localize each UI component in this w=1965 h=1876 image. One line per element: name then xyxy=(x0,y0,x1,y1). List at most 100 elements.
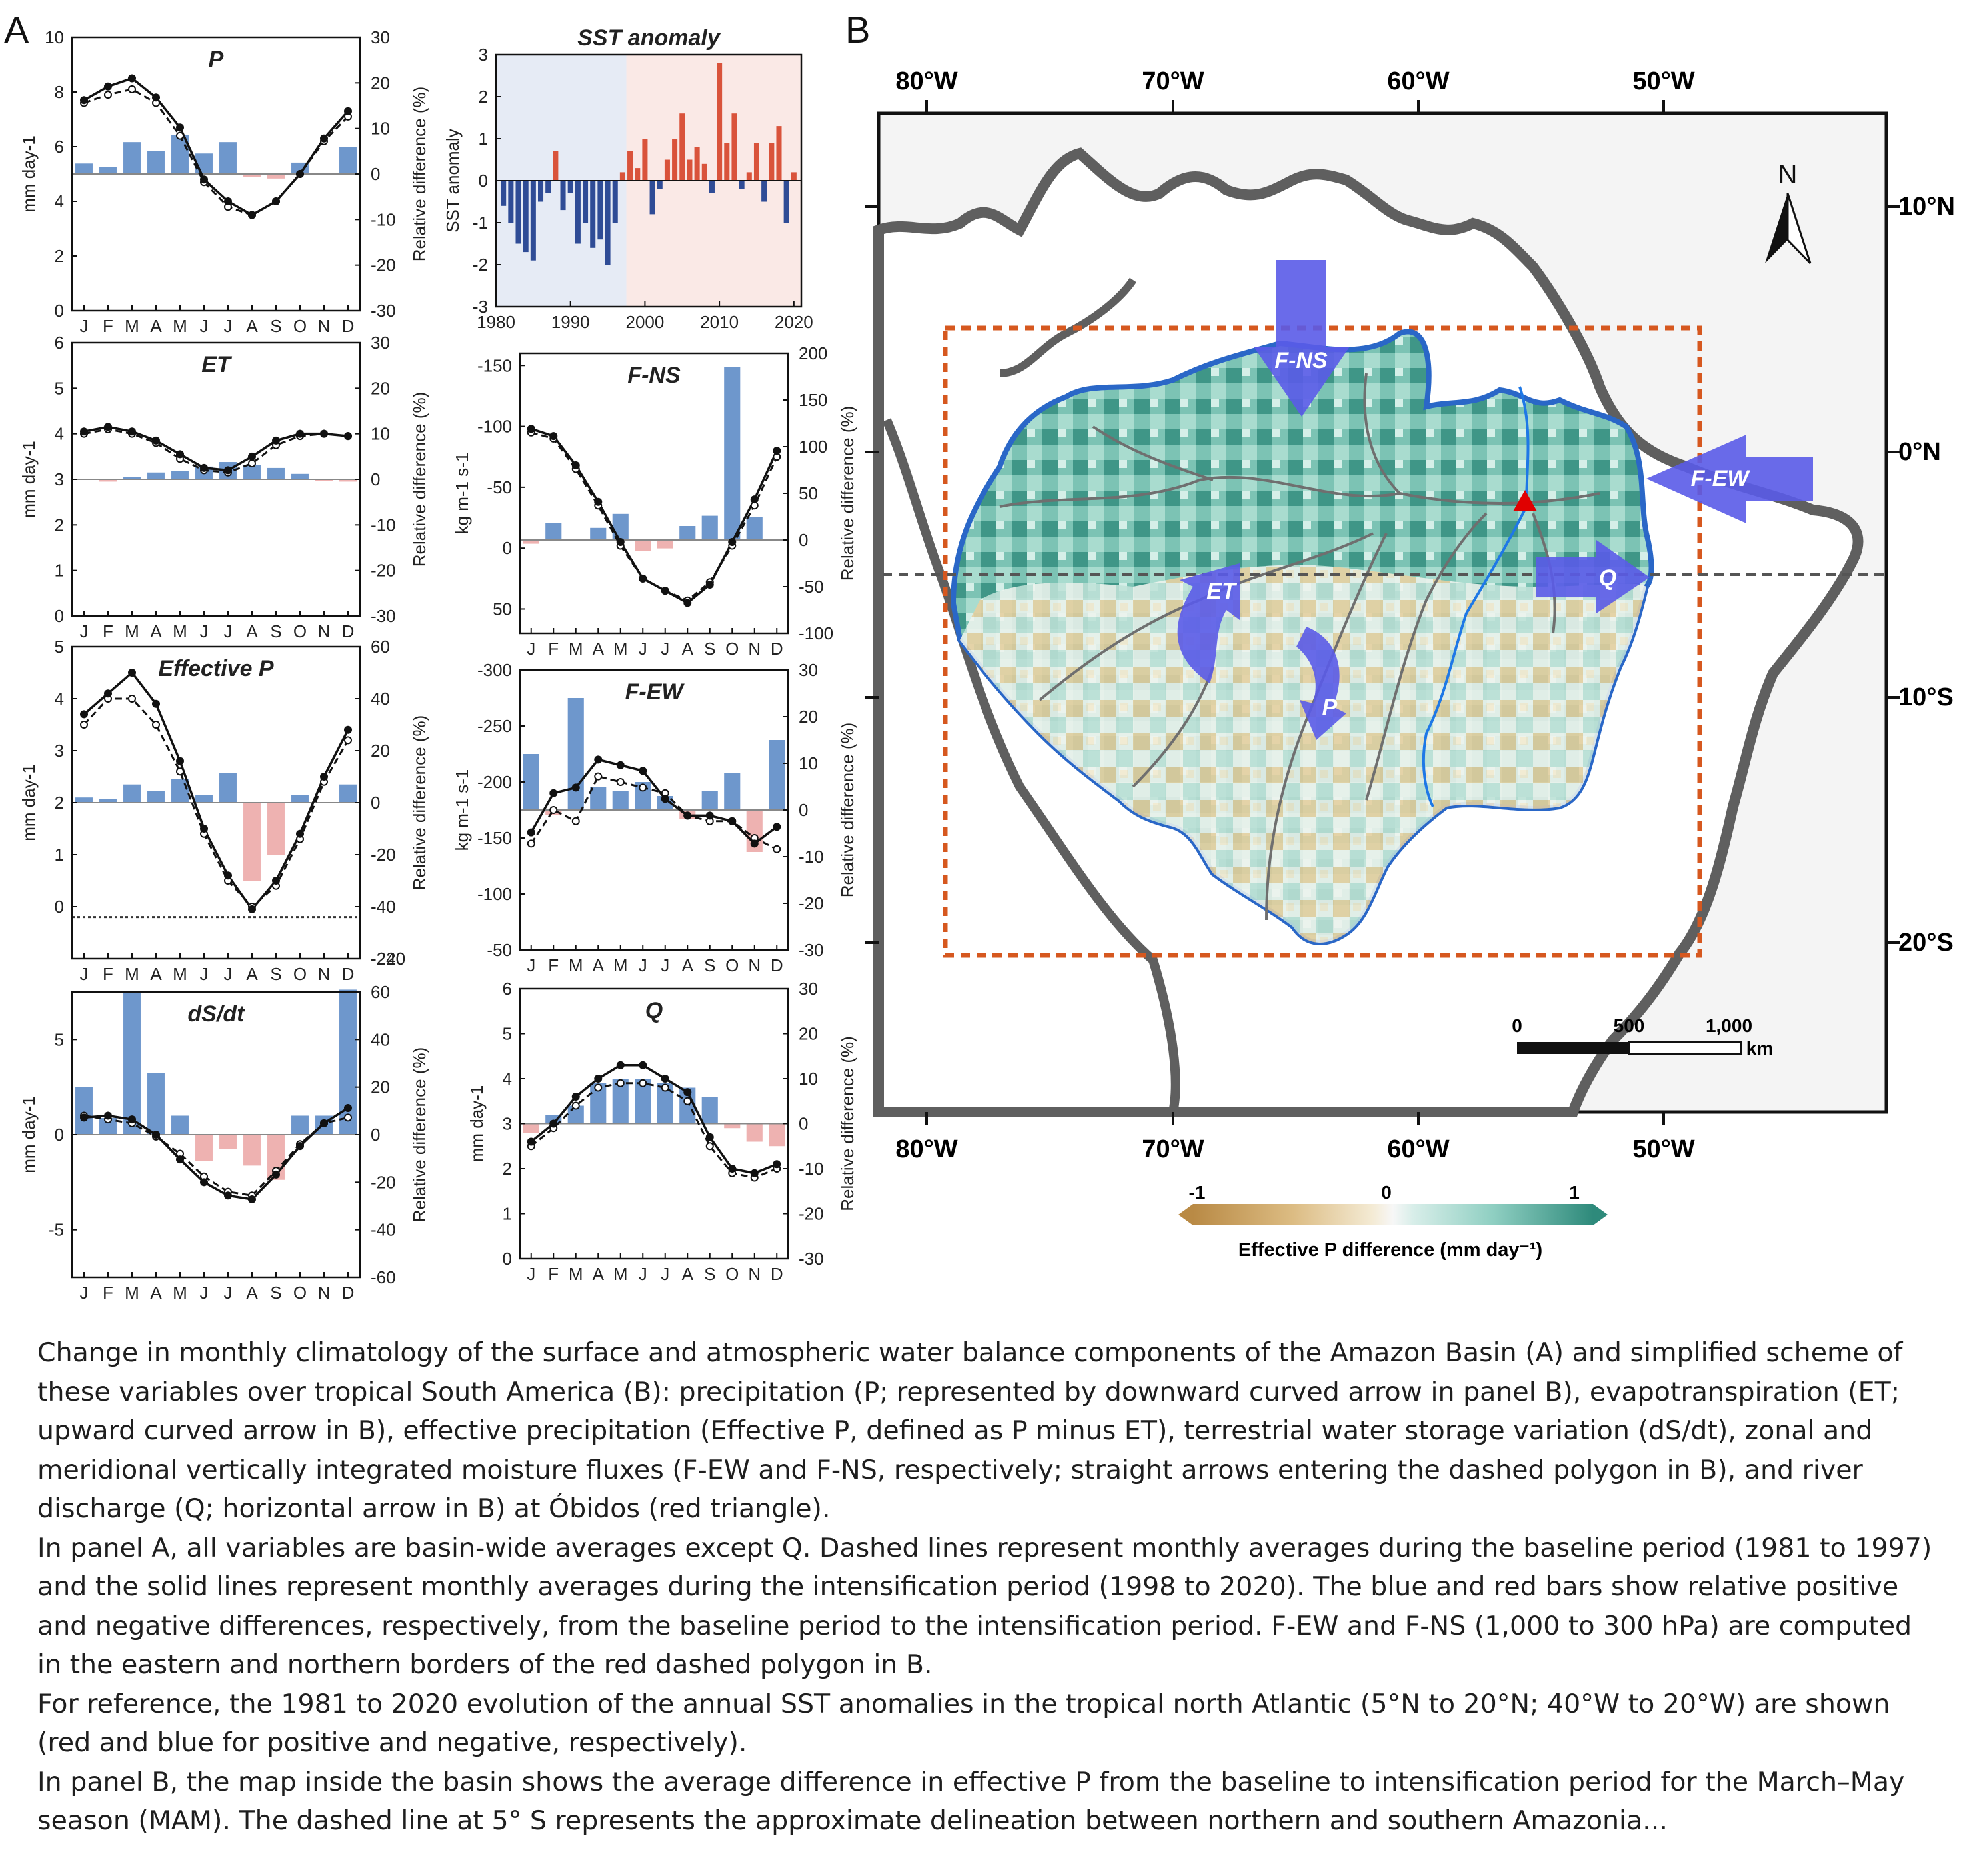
baseline-point xyxy=(104,91,112,99)
x-tick-label: N xyxy=(748,1264,761,1284)
q-arrow-label: Q xyxy=(1599,565,1616,591)
y-left-tick-label: -150 xyxy=(477,828,512,848)
y-right-tick-label: -10 xyxy=(799,847,824,867)
plot-frame xyxy=(519,987,789,1260)
x-tick-label: O xyxy=(725,955,739,975)
bar xyxy=(523,754,539,810)
intensification-point xyxy=(128,1115,136,1124)
intensification-point xyxy=(104,423,112,431)
y-right-tick-label: -40 xyxy=(371,1220,396,1240)
x-tick-label: M xyxy=(173,621,187,641)
x-tick-label: M xyxy=(569,955,583,975)
y-left-tick-label: 1 xyxy=(55,561,64,581)
intensification-point xyxy=(176,1155,184,1164)
bar xyxy=(761,181,767,202)
bar xyxy=(672,139,678,181)
lon-label: 60°W xyxy=(1387,1135,1449,1163)
chart-title: F-EW xyxy=(625,679,685,705)
y-right-tick-label: 0 xyxy=(799,530,808,550)
baseline-point xyxy=(683,1097,692,1105)
bar xyxy=(339,147,357,174)
intensification-point xyxy=(344,1104,352,1113)
y-left-tick-label: 5 xyxy=(503,1024,512,1044)
y-right-tick-label: -30 xyxy=(371,301,396,321)
bar xyxy=(123,142,141,174)
y-right-tick-label: -30 xyxy=(799,1249,824,1269)
x-tick-label: 2020 xyxy=(775,312,813,332)
y-left-tick-label: -5 xyxy=(49,1220,64,1240)
bar xyxy=(724,143,730,181)
intensification-point xyxy=(344,725,352,734)
y-right-tick-label: -20 xyxy=(799,893,824,913)
intensification-point xyxy=(661,795,669,803)
p-arrow xyxy=(1296,627,1346,740)
x-tick-label: J xyxy=(661,955,669,975)
x-tick-label: N xyxy=(748,955,761,975)
intensification-point xyxy=(296,829,304,838)
bar xyxy=(171,471,189,479)
panel-label-a: A xyxy=(4,9,29,51)
arrows xyxy=(1177,260,1813,740)
bar xyxy=(315,479,333,481)
intensification-point xyxy=(248,1195,256,1204)
y-right-tick-label: 10 xyxy=(799,753,818,773)
y-left-tick-label: -150 xyxy=(477,355,512,375)
bar xyxy=(657,796,673,810)
y-right-tick-label: 0 xyxy=(799,800,808,820)
scale-tick-500: 500 xyxy=(1614,1015,1645,1036)
intensification-point xyxy=(176,123,184,132)
y-right-tick-label: 0 xyxy=(371,469,380,489)
chart-dsdt: dS/dtJ F M A M J J A S O N D-60-40-200204060Relativ… xyxy=(19,982,429,1303)
y-right-tick-label: -20 xyxy=(371,1172,396,1192)
y-right-tick-label: 50 xyxy=(799,483,818,503)
bar xyxy=(339,479,357,482)
bar xyxy=(219,773,237,803)
plot-frame xyxy=(71,991,361,1279)
intensification-point xyxy=(200,825,208,833)
x-tick-label: A xyxy=(593,955,605,975)
bar xyxy=(501,181,507,206)
bar xyxy=(783,181,789,223)
bar xyxy=(515,181,521,244)
x-tick-label: O xyxy=(725,639,739,659)
intensification-point xyxy=(176,757,184,765)
y-right-axis-label: Relative difference (%) xyxy=(409,715,429,891)
intensification-point xyxy=(683,599,692,607)
intensification-point xyxy=(272,1170,280,1179)
y-right-tick-label: -20 xyxy=(799,1204,824,1224)
bar xyxy=(291,795,309,803)
intensification-point xyxy=(152,1131,160,1139)
x-tick-label: O xyxy=(725,1264,739,1284)
intensification-point xyxy=(571,783,580,792)
fns-arrow-label: F-NS xyxy=(1274,348,1328,373)
west-coast xyxy=(882,418,1180,1113)
lon-labels-bottom: 80°W 70°W 60°W 50°W xyxy=(895,1135,1694,1163)
y-right-tick-label: 20 xyxy=(371,1077,390,1097)
x-tick-label: F xyxy=(103,964,113,984)
intensification-point xyxy=(224,197,232,205)
y-left-tick-label: -100 xyxy=(477,417,512,437)
intensification-point xyxy=(224,466,232,475)
intensification-point xyxy=(152,699,160,708)
bar xyxy=(709,181,715,193)
x-tick-label: J xyxy=(639,639,647,659)
intensification-point xyxy=(344,432,352,441)
intensification-point xyxy=(296,170,304,178)
caption-paragraph: In panel A, all variables are basin-wide… xyxy=(37,1532,1932,1681)
x-tick-label: J xyxy=(224,964,233,984)
x-tick-label: J xyxy=(661,639,669,659)
intensification-point xyxy=(616,1061,625,1069)
x-tick-label: S xyxy=(704,639,715,659)
intensification-point xyxy=(571,461,580,469)
intensification-point xyxy=(527,425,535,433)
y-left-tick-label: 0 xyxy=(55,606,64,626)
intensification-point xyxy=(248,452,256,461)
bar xyxy=(701,791,718,810)
caption-paragraph: Change in monthly climatology of the sur… xyxy=(37,1337,1903,1524)
intensification-point xyxy=(272,877,280,885)
bar xyxy=(687,159,693,181)
y-right-tick-label: 100 xyxy=(799,437,827,457)
y-right-tick-label: -40 xyxy=(371,897,396,917)
intensification-point xyxy=(594,497,603,506)
bar xyxy=(739,181,745,189)
